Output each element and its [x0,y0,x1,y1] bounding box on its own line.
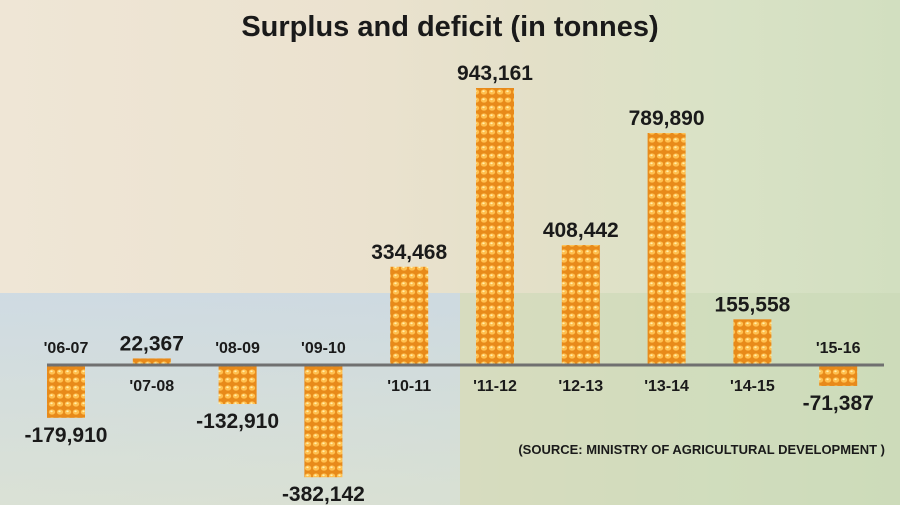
category-label: '11-12 [473,378,517,395]
value-label: 408,442 [543,219,619,242]
bar [476,88,514,365]
value-label: 789,890 [629,107,705,130]
bar [132,358,171,365]
value-label: 943,161 [457,62,533,85]
bar [733,319,772,365]
value-label: -71,387 [803,392,874,415]
chart-title: Surplus and deficit (in tonnes) [241,11,658,43]
source-note: (SOURCE: MINISTRY OF AGRICULTURAL DEVELO… [518,442,885,457]
category-label: '13-14 [644,378,689,395]
bar [647,133,686,365]
bar [47,365,85,418]
value-label: 334,468 [371,241,447,264]
bar [561,245,600,365]
value-label: -132,910 [196,410,279,433]
category-label: '06-07 [44,340,89,357]
category-label: '12-13 [558,378,603,395]
category-label: '07-08 [129,378,174,395]
category-label: '10-11 [387,378,431,395]
category-label: '08-09 [215,340,260,357]
bar [390,266,429,365]
category-label: '14-15 [730,378,775,395]
bar [218,365,257,405]
value-label: 22,367 [120,332,184,355]
value-label: 155,558 [714,293,790,316]
value-label: -179,910 [25,424,108,447]
category-label: '09-10 [301,340,346,357]
value-label: -382,142 [282,483,365,505]
bar [819,365,858,386]
category-label: '15-16 [816,340,861,357]
bar [304,365,343,478]
